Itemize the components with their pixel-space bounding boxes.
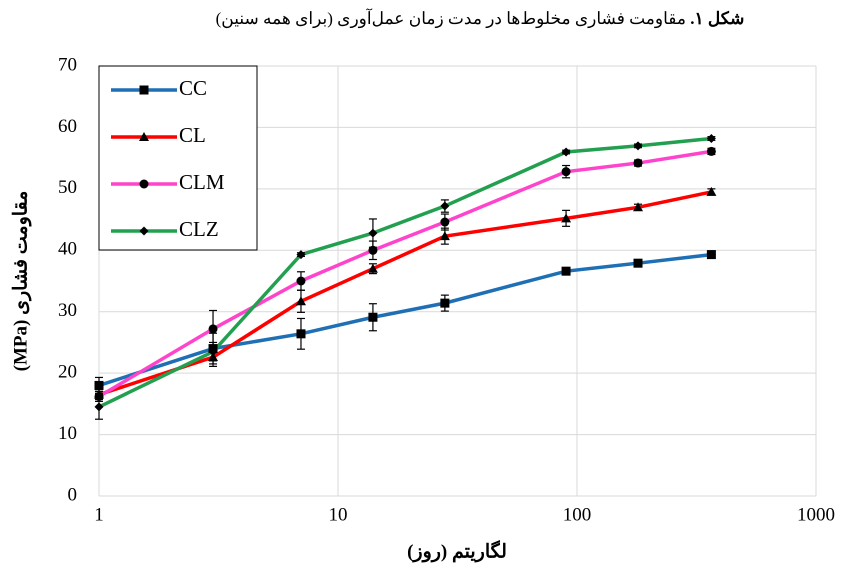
x-tick-label: 10	[329, 504, 348, 525]
y-tick-label: 30	[58, 300, 77, 321]
point	[706, 250, 716, 260]
point	[561, 167, 571, 177]
x-tick-label: 100	[563, 504, 592, 525]
point	[561, 266, 571, 276]
point	[296, 250, 306, 260]
y-tick-label: 10	[58, 423, 77, 444]
point	[367, 263, 378, 273]
point	[633, 202, 644, 212]
point	[439, 231, 450, 241]
y-tick-label: 0	[68, 484, 78, 505]
series-line	[98, 149, 712, 398]
legend-marker	[139, 179, 149, 189]
point	[706, 133, 716, 143]
y-tick-label: 60	[58, 116, 77, 137]
legend-marker	[139, 226, 149, 236]
x-tick-label: 1000	[797, 504, 835, 525]
point	[368, 228, 378, 238]
y-tick-label: 40	[58, 239, 77, 260]
legend-label: CLM	[179, 170, 225, 194]
x-axis-label: لگاریتم (روز)	[407, 539, 507, 562]
series-line	[98, 190, 712, 397]
point	[633, 258, 643, 268]
point	[561, 147, 571, 157]
point	[633, 158, 643, 168]
series-line	[98, 136, 712, 409]
point	[208, 347, 218, 357]
point	[296, 276, 306, 286]
legend-label: CL	[179, 123, 206, 147]
point	[561, 213, 572, 223]
point	[94, 402, 104, 412]
point	[440, 201, 450, 211]
point	[440, 298, 450, 308]
point	[94, 380, 104, 390]
point	[208, 324, 218, 334]
y-tick-label: 50	[58, 177, 77, 198]
point	[368, 245, 378, 255]
point	[706, 146, 716, 156]
legend-marker	[139, 85, 149, 95]
point	[440, 217, 450, 227]
point	[633, 141, 643, 151]
y-tick-label: 70	[58, 54, 77, 75]
chart-title-group: شکل ۱. مقاومت فشاری مخلوط‌ها در مدت زمان…	[216, 7, 745, 29]
legend-label: CLZ	[179, 217, 219, 241]
point	[368, 312, 378, 322]
legend-box	[98, 65, 258, 251]
point	[706, 186, 717, 196]
legend-marker	[139, 132, 149, 141]
x-tick-label: 1	[94, 504, 104, 525]
point	[296, 329, 306, 339]
figure-label: شکل ۱.	[690, 9, 744, 28]
point	[295, 296, 306, 306]
legend-label: CC	[179, 76, 207, 100]
chart-title: مقاومت فشاری مخلوط‌ها در مدت زمان عمل‌آو…	[216, 7, 686, 29]
y-axis-label: مقاومت فشاری (MPa)	[10, 191, 31, 372]
y-tick-label: 20	[58, 362, 77, 383]
